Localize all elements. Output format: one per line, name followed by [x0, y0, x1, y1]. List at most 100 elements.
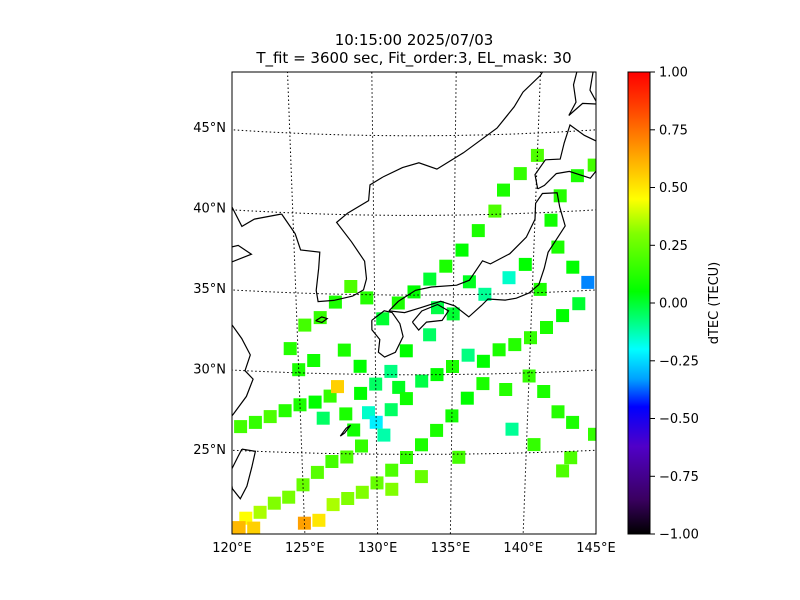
dtec-cell — [476, 377, 490, 391]
dtec-cell — [587, 158, 596, 172]
dtec-cell — [369, 415, 383, 429]
dtec-cell — [344, 280, 358, 293]
dtec-cell — [524, 331, 537, 345]
graticule — [232, 72, 596, 534]
colorbar-tick-label: −0.50 — [659, 412, 699, 427]
dtec-cell — [446, 360, 459, 373]
figure-title: 10:15:00 2025/07/03 — [334, 31, 494, 49]
dtec-cell — [353, 359, 367, 373]
dtec-cell — [581, 275, 595, 289]
dtec-cell — [566, 415, 580, 429]
dtec-cell — [556, 464, 570, 478]
dtec-cell — [537, 385, 551, 398]
dtec-cell — [339, 407, 353, 421]
dtec-cell — [544, 213, 558, 227]
dtec-cell — [497, 183, 510, 197]
dtec-cell — [588, 427, 596, 441]
parallel-line — [232, 289, 596, 296]
dtec-cell — [326, 498, 340, 512]
colorbar-tick-label: −1.00 — [659, 528, 699, 543]
lon-tick-label: 135°E — [431, 541, 471, 556]
colorbar-label: dTEC (TECU) — [707, 262, 722, 345]
colorbar-tick-label: −0.25 — [659, 354, 699, 369]
dtec-cell — [308, 395, 322, 409]
dtec-cell — [283, 342, 297, 356]
dtec-cell — [499, 383, 513, 396]
dtec-cell — [513, 167, 527, 181]
coastline — [339, 424, 352, 437]
dtec-cell — [296, 478, 310, 492]
dtec-cell — [492, 343, 506, 357]
coastline — [411, 303, 450, 332]
colorbar-tick-label: 0.25 — [659, 239, 688, 254]
dtec-cell — [298, 318, 312, 332]
lat-tick-label: 35°N — [193, 282, 226, 297]
dtec-cell — [347, 423, 361, 437]
dtec-cell — [564, 451, 578, 465]
dtec-cell — [508, 338, 522, 352]
dtec-cell — [310, 465, 324, 479]
lon-tick-label: 125°E — [285, 541, 325, 556]
dtec-cell — [341, 492, 355, 505]
dtec-cell — [423, 272, 437, 286]
dtec-cell — [502, 271, 516, 285]
coastline — [534, 124, 596, 190]
lon-tick-label: 120°E — [212, 541, 252, 556]
lat-tick-label: 25°N — [193, 443, 226, 458]
colorbar-gradient — [627, 71, 651, 535]
colorbar-tick-label: 0.75 — [659, 123, 688, 138]
coastline — [232, 448, 257, 500]
lat-tick-label: 45°N — [193, 121, 226, 136]
colorbar-tick-label: 0.50 — [659, 181, 688, 196]
dtec-cell — [232, 521, 246, 534]
dtec-cell — [518, 257, 532, 271]
coastline — [315, 316, 329, 324]
dtec-cell — [331, 380, 344, 394]
colorbar-tick-label: 0.00 — [659, 297, 688, 312]
dtec-cell — [414, 470, 428, 484]
dtec-cell — [312, 513, 326, 527]
coastlines — [232, 72, 596, 500]
dtec-cell — [478, 287, 492, 301]
dtec-cell — [370, 476, 384, 490]
dtec-cell — [263, 410, 277, 424]
dtec-cell — [278, 404, 292, 418]
dtec-cell — [267, 496, 281, 510]
dtec-cell — [446, 307, 460, 321]
dtec-cell — [415, 374, 429, 388]
dtec-cell — [234, 420, 248, 434]
dtec-cell — [556, 309, 570, 323]
lat-tick-label: 40°N — [193, 202, 226, 217]
coastline — [232, 323, 254, 417]
dtec-cell — [530, 148, 544, 162]
lat-tick-label: 30°N — [193, 363, 226, 378]
dtec-cell — [566, 260, 580, 274]
dtec-cell — [572, 297, 586, 311]
dtec-cell — [551, 240, 565, 254]
figure-subtitle: T_fit = 3600 sec, Fit_order:3, EL_mask: … — [256, 49, 572, 67]
coastline — [382, 72, 544, 178]
dtec-cell — [445, 409, 459, 423]
parallel-line — [232, 129, 596, 137]
dtec-cell — [385, 482, 399, 496]
coastline — [371, 310, 404, 358]
dtec-cell — [399, 344, 413, 358]
dtec-cell — [527, 438, 541, 452]
dtec-cell — [415, 438, 428, 452]
lon-tick-label: 130°E — [358, 541, 398, 556]
lon-tick-label: 145°E — [576, 541, 616, 556]
dtec-cell — [316, 411, 330, 425]
parallel-line — [232, 449, 596, 455]
dtec-cell — [399, 392, 413, 406]
dtec-cell — [247, 521, 261, 534]
dtec-cell — [430, 423, 444, 437]
dtec-cell — [471, 224, 485, 238]
dtec-cell — [439, 259, 453, 273]
dtec-cell — [476, 354, 490, 368]
coastline — [568, 72, 596, 116]
dtec-cells — [232, 148, 596, 534]
dtec-cell — [354, 386, 368, 400]
dtec-cell — [282, 490, 296, 504]
